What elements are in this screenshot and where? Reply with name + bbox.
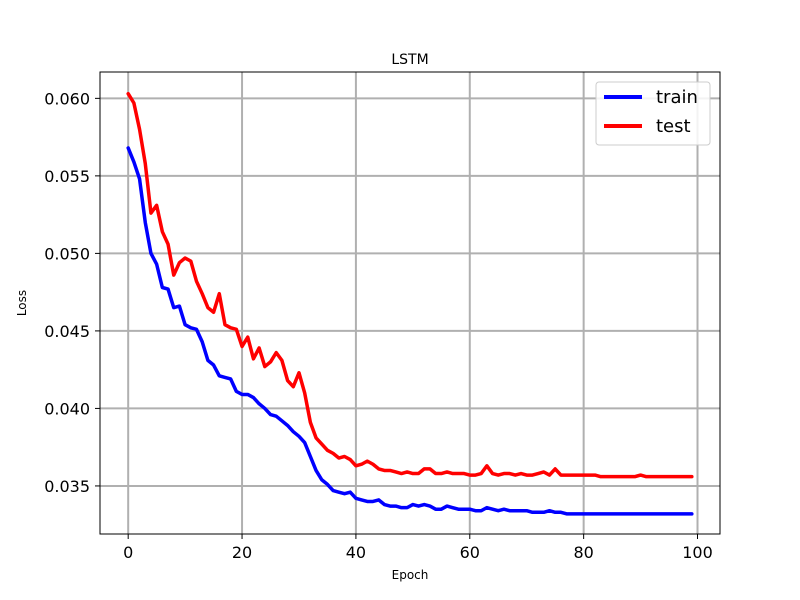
y-axis-title: Loss [15, 290, 29, 316]
legend: train test [595, 81, 711, 146]
y-tick-label: 0.060 [44, 89, 90, 108]
x-tick-label: 40 [346, 543, 366, 562]
axis-ticks: 0 20 40 60 80 100 0.035 0.040 0.045 0.050 0.055 0.0… [44, 89, 713, 562]
x-axis-title: Epoch [392, 568, 429, 582]
y-tick-label: 0.040 [44, 399, 90, 418]
y-tick-label: 0.055 [44, 167, 90, 186]
series-layer [126, 91, 694, 516]
series-line-train [126, 146, 694, 516]
series-line-test [126, 91, 694, 479]
legend-label-test: test [656, 116, 691, 137]
x-tick-label: 80 [573, 543, 593, 562]
plot-frame [99, 71, 721, 535]
x-tick-label: 60 [460, 543, 480, 562]
y-tick-label: 0.035 [44, 477, 90, 496]
y-tick-label: 0.050 [44, 244, 90, 263]
x-tick-label: 100 [682, 543, 713, 562]
legend-label-train: train [656, 87, 698, 108]
chart-title: LSTM [391, 52, 428, 68]
x-tick-label: 20 [232, 543, 252, 562]
x-tick-label: 0 [123, 543, 133, 562]
grid-lines [100, 72, 720, 534]
y-tick-label: 0.045 [44, 322, 90, 341]
